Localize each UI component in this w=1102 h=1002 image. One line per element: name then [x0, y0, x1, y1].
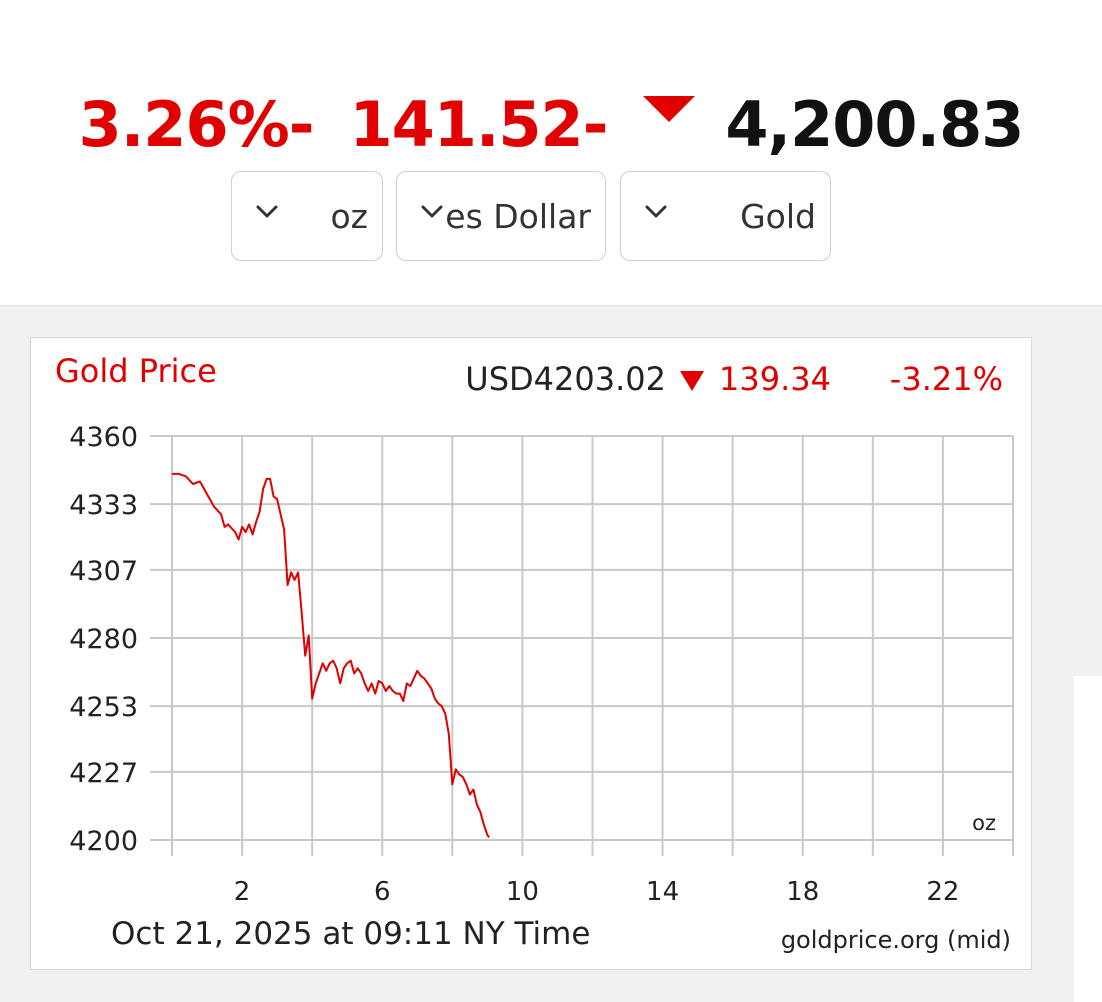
chart-svg: Gold Price USD4203.02 139.34 -3.21% 4360…: [55, 352, 1014, 954]
x-tick-label: 10: [506, 877, 539, 907]
metal-select[interactable]: Gold: [620, 171, 831, 261]
y-tick-label: 4200: [69, 826, 138, 857]
y-tick-label: 4227: [69, 758, 138, 789]
metal-select-value: Gold: [740, 197, 816, 236]
chart-quote: USD4203.02 139.34 -3.21%: [465, 360, 1003, 398]
quote-percent: -3.21%: [890, 360, 1003, 398]
unit-select[interactable]: oz: [231, 171, 383, 261]
price-change: 141.52-: [349, 87, 608, 161]
gold-price-line: [172, 472, 490, 839]
ticker-panel: 3.26%- 141.52- 4,200.83 oz es Dollar Gol…: [0, 0, 1102, 305]
side-strip: [1074, 676, 1102, 1002]
currency-select-value: es Dollar: [445, 197, 591, 236]
y-tick-label: 4307: [69, 556, 138, 587]
unit-select-value: oz: [330, 197, 368, 236]
quote-change: 139.34: [719, 360, 831, 398]
x-tick-label: 18: [786, 877, 819, 907]
x-tick-label: 22: [926, 877, 959, 907]
chart-title: Gold Price: [55, 352, 217, 390]
y-tick-label: 4333: [69, 490, 138, 521]
unit-label: oz: [972, 811, 996, 835]
x-tick-label: 14: [646, 877, 679, 907]
price-ticker: 3.26%- 141.52- 4,200.83: [0, 84, 1102, 164]
chart-source: goldprice.org (mid): [781, 926, 1011, 954]
chart-grid: [150, 435, 1014, 856]
chart-timestamp: Oct 21, 2025 at 09:11 NY Time: [111, 916, 590, 952]
current-price: 4,200.83: [725, 87, 1024, 161]
chevron-down-icon: [421, 205, 443, 218]
x-axis: 2 6 10 14 18 22: [234, 877, 960, 907]
currency-select[interactable]: es Dollar: [396, 171, 606, 261]
gold-price-chart: Gold Price USD4203.02 139.34 -3.21% 4360…: [30, 337, 1032, 970]
down-arrow-icon: [643, 96, 696, 122]
y-tick-label: 4253: [69, 692, 138, 723]
y-tick-label: 4280: [69, 624, 138, 655]
percent-change: 3.26%-: [78, 87, 315, 161]
quote-price: USD4203.02: [465, 360, 666, 398]
y-tick-label: 4360: [69, 422, 138, 453]
y-axis: 4360 4333 4307 4280 4253 4227 4200: [69, 422, 138, 857]
chevron-down-icon: [256, 205, 278, 218]
quote-down-icon: [680, 371, 704, 391]
x-tick-label: 2: [234, 877, 251, 907]
chevron-down-icon: [645, 205, 667, 218]
x-tick-label: 6: [374, 877, 391, 907]
